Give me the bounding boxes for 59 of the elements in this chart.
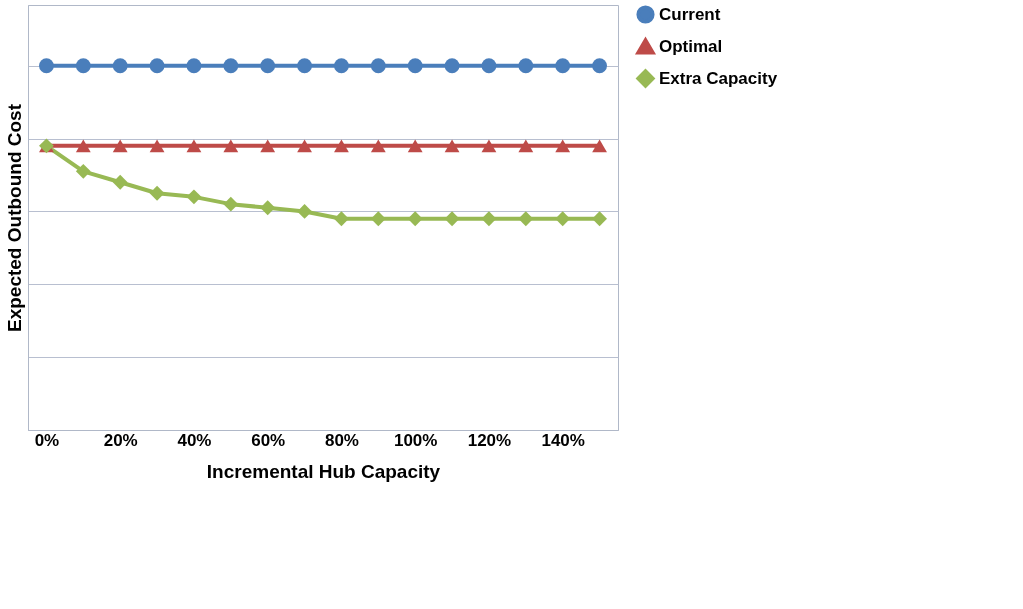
point <box>370 139 386 153</box>
point <box>481 211 497 227</box>
point <box>334 58 349 74</box>
x-tick-label: 80% <box>324 430 359 450</box>
point <box>75 58 91 74</box>
point <box>592 211 607 227</box>
y-axis-title: Expected Outbound Cost <box>3 103 25 332</box>
point <box>518 139 534 153</box>
x-tick-label: 140% <box>541 430 585 450</box>
x-tick-label: 100% <box>393 430 438 450</box>
legend-label: Current <box>659 4 721 24</box>
point <box>444 58 460 74</box>
legend-label: Optimal <box>659 36 723 56</box>
point <box>223 58 239 74</box>
point <box>592 58 607 74</box>
x-tick-label: 40% <box>177 430 212 450</box>
point <box>334 211 349 227</box>
point <box>260 139 276 153</box>
point <box>334 139 349 153</box>
point <box>260 200 276 216</box>
point <box>444 139 460 153</box>
x-tick-label: 0% <box>34 430 60 450</box>
point <box>297 204 312 219</box>
point <box>112 174 128 190</box>
point <box>149 139 165 153</box>
point <box>555 58 571 74</box>
legend-label: Extra Capacity <box>659 68 778 88</box>
x-tick-label: 60% <box>251 430 286 450</box>
point <box>112 58 128 74</box>
point <box>592 139 607 153</box>
point <box>297 139 312 153</box>
point <box>518 211 534 227</box>
point <box>260 58 276 74</box>
point <box>112 139 128 153</box>
point <box>370 211 386 227</box>
point <box>186 189 202 205</box>
point <box>481 139 497 153</box>
point <box>481 58 497 74</box>
point <box>407 139 423 153</box>
point <box>370 58 386 74</box>
point <box>555 139 571 153</box>
point <box>75 139 91 153</box>
x-tick-label: 20% <box>103 430 138 450</box>
point <box>297 58 312 74</box>
point <box>407 58 423 74</box>
point <box>149 185 165 201</box>
point <box>555 211 571 227</box>
point <box>407 211 423 227</box>
point <box>186 58 202 74</box>
point <box>39 58 54 74</box>
point <box>75 163 91 179</box>
point <box>444 211 460 227</box>
x-tick-label: 120% <box>467 430 512 450</box>
point <box>149 58 165 74</box>
point <box>518 58 534 74</box>
point <box>223 196 239 212</box>
x-axis-title: Incremental Hub Capacity <box>206 460 441 482</box>
point <box>186 139 202 153</box>
point <box>223 139 239 153</box>
